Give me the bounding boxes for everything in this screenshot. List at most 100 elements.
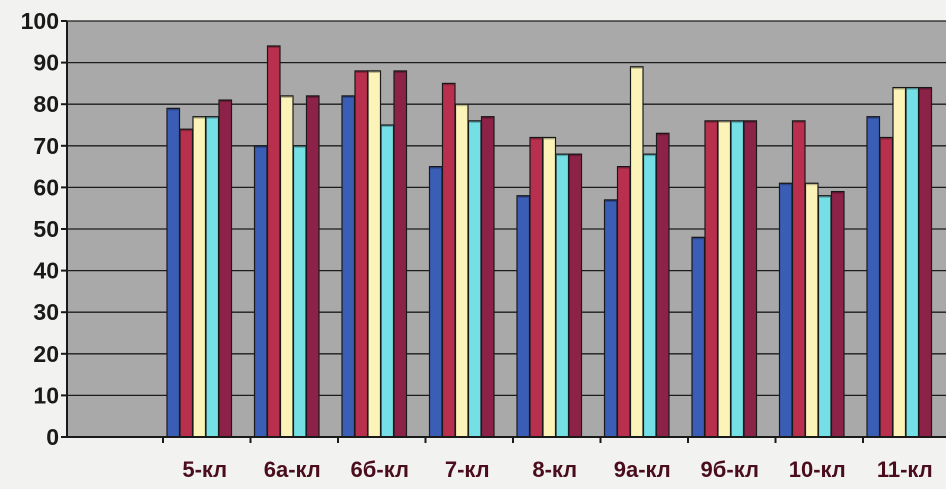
y-tick-label-70: 70 — [33, 133, 59, 159]
x-category-label-8: 10-кл — [789, 457, 846, 482]
y-tick-label-40: 40 — [33, 258, 59, 284]
bar-top-shade-5-1 — [518, 195, 529, 198]
bar-4-series-4 — [467, 120, 482, 438]
bar-top-shade-4-2 — [443, 83, 454, 86]
x-category-labels: 5-кл 6а-кл 6б-кл 7-кл 8-кл 9а-кл 9б-кл 10-кл 11-… — [182, 457, 932, 482]
bar-top-shade-1-2 — [181, 129, 192, 132]
bar-4-series-5 — [480, 116, 495, 438]
bar-9-series-1 — [866, 116, 881, 438]
axes — [61, 20, 946, 443]
bar-top-shade-3-4 — [382, 125, 393, 127]
bar-7-series-4 — [730, 120, 745, 438]
bar-top-shade-9-1 — [868, 116, 879, 119]
bar-top-shade-7-2 — [706, 120, 717, 123]
y-tick-label-0: 0 — [46, 424, 59, 450]
bar-top-shade-7-1 — [693, 237, 704, 240]
bar-top-shade-2-4 — [294, 145, 305, 148]
bar-6-series-5 — [655, 132, 670, 438]
y-tick-labels: 0 10 20 30 40 50 60 70 80 90 100 — [21, 8, 59, 450]
bar-top-shade-1-4 — [207, 116, 218, 119]
y-tick-label-90: 90 — [33, 50, 59, 76]
bar-top-shade-1-5 — [220, 100, 231, 103]
bar-1-series-4 — [205, 116, 220, 438]
bar-top-shade-5-5 — [570, 154, 581, 157]
bar-5-series-5 — [568, 153, 583, 438]
bar-1-series-2 — [179, 128, 194, 438]
bar-top-shade-4-3 — [456, 104, 467, 107]
bar-5-series-3 — [542, 136, 557, 438]
bar-3-series-3 — [367, 70, 382, 438]
bar-top-shade-4-5 — [482, 116, 493, 119]
bar-2-series-3 — [279, 95, 294, 438]
bar-top-shade-1-1 — [168, 108, 179, 111]
bar-5-series-2 — [529, 136, 544, 438]
bar-top-shade-8-4 — [819, 195, 830, 198]
bar-top-shade-9-2 — [881, 137, 892, 140]
bar-top-shade-2-1 — [255, 145, 266, 148]
x-category-label-6: 9а-кл — [614, 457, 671, 482]
bars — [166, 45, 933, 438]
bar-8-series-2 — [791, 120, 806, 438]
bar-8-series-1 — [778, 182, 793, 438]
bar-top-shade-8-3 — [806, 183, 817, 186]
bar-top-shade-5-3 — [544, 137, 555, 140]
bar-top-shade-3-1 — [343, 95, 354, 98]
x-category-label-5: 8-кл — [532, 457, 577, 482]
bar-8-series-4 — [817, 195, 832, 438]
bar-2-series-2 — [266, 45, 281, 438]
bar-top-shade-4-4 — [469, 120, 480, 123]
bar-8-series-5 — [830, 190, 845, 438]
bar-6-series-1 — [603, 199, 618, 438]
bar-4-series-2 — [441, 82, 456, 438]
bar-top-shade-2-5 — [307, 95, 318, 98]
bar-top-shade-6-5 — [657, 133, 668, 136]
bar-top-shade-4-1 — [430, 166, 441, 169]
bar-top-shade-8-5 — [832, 191, 843, 194]
bar-3-series-4 — [380, 124, 395, 438]
bar-5-series-4 — [555, 153, 570, 438]
bar-top-shade-1-3 — [194, 116, 205, 119]
bar-9-series-4 — [905, 86, 920, 438]
bar-2-series-4 — [292, 145, 307, 438]
bar-7-series-2 — [704, 120, 719, 438]
y-tick-label-60: 60 — [33, 174, 59, 200]
y-tick-label-10: 10 — [33, 382, 59, 408]
bar-4-series-1 — [428, 166, 443, 438]
bar-6-series-3 — [629, 66, 644, 438]
bar-7-series-5 — [743, 120, 758, 438]
x-category-label-3: 6б-кл — [351, 457, 409, 482]
bar-top-shade-3-3 — [369, 70, 380, 73]
bar-top-shade-3-5 — [395, 70, 406, 73]
bar-6-series-2 — [616, 166, 631, 438]
x-category-label-7: 9б-кл — [701, 457, 759, 482]
bar-2-series-1 — [253, 145, 268, 438]
bar-top-shade-9-5 — [920, 87, 931, 90]
bar-top-shade-7-4 — [732, 120, 743, 123]
x-category-label-2: 6а-кл — [264, 457, 321, 482]
bar-4-series-3 — [454, 103, 469, 438]
bar-3-series-1 — [341, 95, 356, 438]
x-category-label-9: 11-кл — [877, 457, 933, 482]
bar-9-series-3 — [892, 86, 907, 438]
bar-top-shade-7-3 — [719, 120, 730, 123]
bar-top-shade-7-5 — [745, 120, 756, 123]
bar-9-series-5 — [918, 86, 933, 438]
y-tick-label-80: 80 — [33, 91, 59, 117]
bar-top-shade-6-2 — [618, 166, 629, 169]
bar-top-shade-9-3 — [894, 87, 905, 90]
bar-top-shade-6-3 — [631, 66, 642, 69]
bar-1-series-5 — [218, 99, 233, 438]
bar-top-shade-2-2 — [268, 45, 279, 48]
y-tick-label-30: 30 — [33, 299, 59, 325]
bar-3-series-5 — [393, 70, 408, 438]
bar-1-series-1 — [166, 107, 181, 438]
bar-3-series-2 — [354, 70, 369, 438]
bar-top-shade-6-4 — [644, 154, 655, 157]
y-tick-label-100: 100 — [21, 8, 59, 34]
bar-top-shade-9-4 — [907, 87, 918, 90]
x-category-label-4: 7-кл — [445, 457, 490, 482]
bar-top-shade-8-2 — [793, 120, 804, 123]
bar-1-series-3 — [192, 116, 207, 438]
